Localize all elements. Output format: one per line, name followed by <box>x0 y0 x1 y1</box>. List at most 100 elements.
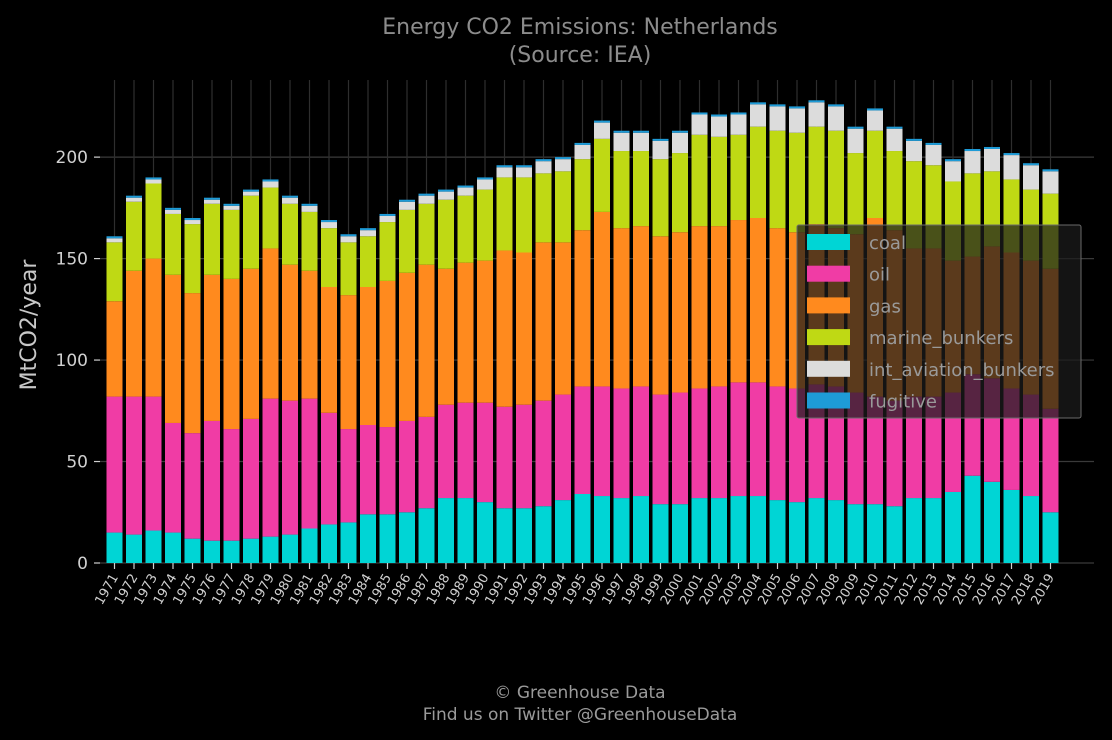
bar-marine-bunkers-1992 <box>516 177 532 253</box>
bar-oil-2005 <box>769 386 786 501</box>
bar-oil-1997 <box>613 388 630 499</box>
bar-fugitive-1974 <box>165 207 181 210</box>
bar-coal-1973 <box>145 530 162 563</box>
bar-gas-1990 <box>477 260 493 403</box>
y-tick-label: 200 <box>56 148 88 168</box>
bar-marine-bunkers-1973 <box>145 183 162 259</box>
bar-fugitive-1984 <box>360 228 376 231</box>
bar-fugitive-2008 <box>828 104 844 107</box>
bar-gas-1974 <box>165 274 181 423</box>
bar-int-aviation-bunkers-1971 <box>106 238 123 243</box>
bar-fugitive-1997 <box>613 130 630 133</box>
bar-fugitive-2006 <box>789 106 805 109</box>
bar-gas-1975 <box>184 293 201 434</box>
bar-gas-1983 <box>340 295 357 430</box>
bar-int-aviation-bunkers-1983 <box>340 236 357 243</box>
bar-oil-1971 <box>106 396 123 533</box>
bar-coal-1985 <box>379 514 396 563</box>
bar-int-aviation-bunkers-1995 <box>574 144 591 160</box>
bar-coal-2018 <box>1023 496 1039 563</box>
bar-coal-1998 <box>633 496 649 563</box>
bar-marine-bunkers-1999 <box>652 159 669 237</box>
legend-swatch-coal <box>807 234 850 250</box>
bar-coal-1974 <box>165 532 181 563</box>
bar-fugitive-1996 <box>594 120 610 123</box>
bar-oil-1976 <box>204 420 220 541</box>
bar-fugitive-2000 <box>672 130 688 133</box>
bar-gas-1991 <box>496 250 513 407</box>
bar-fugitive-1994 <box>555 157 571 160</box>
bar-gas-1995 <box>574 230 591 387</box>
bar-oil-1972 <box>126 396 142 535</box>
bar-coal-1986 <box>399 512 415 563</box>
bar-fugitive-1979 <box>262 179 279 182</box>
bar-marine-bunkers-1980 <box>282 203 298 265</box>
legend: coal oil gas marine_bunkers int_aviation_bun… <box>796 224 1082 419</box>
bar-oil-2000 <box>672 392 688 505</box>
bar-int-aviation-bunkers-1989 <box>457 187 474 196</box>
bar-oil-1980 <box>282 400 298 535</box>
bar-fugitive-1972 <box>126 195 142 198</box>
bar-coal-1997 <box>613 498 630 563</box>
bar-int-aviation-bunkers-1996 <box>594 122 610 139</box>
bar-marine-bunkers-1986 <box>399 209 415 273</box>
bar-gas-2002 <box>711 226 727 387</box>
bar-int-aviation-bunkers-1981 <box>301 205 318 212</box>
bar-fugitive-1976 <box>204 197 220 200</box>
bar-int-aviation-bunkers-2004 <box>750 104 766 127</box>
bar-marine-bunkers-1989 <box>457 195 474 263</box>
bar-marine-bunkers-1982 <box>321 228 337 287</box>
bar-fugitive-1993 <box>535 159 552 162</box>
bar-coal-1980 <box>282 534 298 563</box>
legend-label-oil: oil <box>869 265 890 286</box>
bar-coal-1979 <box>262 536 279 563</box>
bar-oil-1986 <box>399 420 415 513</box>
bar-marine-bunkers-2003 <box>730 134 747 221</box>
bar-marine-bunkers-1971 <box>106 242 123 302</box>
bar-coal-2014 <box>945 491 961 563</box>
bar-oil-1994 <box>555 394 571 501</box>
bar-coal-1971 <box>106 532 123 563</box>
bar-oil-1987 <box>418 416 435 509</box>
bar-oil-2019 <box>1042 408 1059 513</box>
bar-coal-1972 <box>126 534 142 563</box>
bar-oil-2004 <box>750 382 766 497</box>
bar-fugitive-1986 <box>399 199 415 202</box>
bar-gas-1976 <box>204 274 220 421</box>
bar-int-aviation-bunkers-1990 <box>477 179 493 190</box>
bar-gas-1985 <box>379 280 396 428</box>
bar-oil-1984 <box>360 425 376 515</box>
bar-int-aviation-bunkers-2006 <box>789 108 805 133</box>
bar-marine-bunkers-2008 <box>828 130 844 229</box>
bar-marine-bunkers-1975 <box>184 224 201 294</box>
bar-oil-2003 <box>730 382 747 497</box>
bar-marine-bunkers-1993 <box>535 173 552 243</box>
bar-coal-1988 <box>438 498 454 563</box>
bar-fugitive-1998 <box>633 130 649 133</box>
bar-fugitive-1978 <box>243 189 259 192</box>
bar-coal-2015 <box>964 475 981 563</box>
bar-coal-2010 <box>867 504 883 563</box>
y-tick-label: 0 <box>77 554 88 574</box>
bar-fugitive-2007 <box>808 100 825 103</box>
bar-gas-1987 <box>418 264 435 417</box>
bar-int-aviation-bunkers-1982 <box>321 222 337 229</box>
bar-oil-2013 <box>925 396 942 499</box>
footer-twitter: Find us on Twitter @GreenhouseData <box>423 705 738 725</box>
bar-oil-1990 <box>477 402 493 503</box>
bar-coal-1991 <box>496 508 513 563</box>
bar-oil-1982 <box>321 412 337 525</box>
bar-gas-1988 <box>438 268 454 405</box>
bar-coal-1977 <box>223 540 240 563</box>
bar-gas-2003 <box>730 220 747 383</box>
bar-coal-1993 <box>535 506 552 563</box>
bar-fugitive-1990 <box>477 177 493 180</box>
bar-marine-bunkers-1997 <box>613 151 630 229</box>
bar-int-aviation-bunkers-1977 <box>223 205 240 210</box>
bar-fugitive-2017 <box>1003 153 1020 156</box>
bar-int-aviation-bunkers-1992 <box>516 167 532 178</box>
bar-oil-1974 <box>165 422 181 533</box>
legend-swatch-oil <box>807 265 850 282</box>
bar-coal-2013 <box>925 498 942 563</box>
